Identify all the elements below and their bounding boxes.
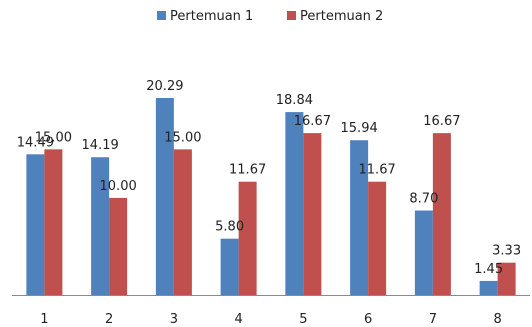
bar-1-6 xyxy=(350,140,369,295)
x-tick-6: 6 xyxy=(364,312,372,327)
data-label-1-1: 14.49 xyxy=(17,135,54,150)
data-label-2-1: 15.00 xyxy=(35,130,72,145)
bar-2-6 xyxy=(368,181,387,295)
x-tick-2: 2 xyxy=(105,312,113,327)
x-tick-5: 5 xyxy=(299,312,307,327)
bars-group xyxy=(26,98,516,295)
bar-1-7 xyxy=(414,210,433,295)
data-label-1-2: 14.19 xyxy=(82,138,119,153)
data-label-1-7: 8.70 xyxy=(409,192,438,207)
data-label-2-2: 10.00 xyxy=(100,179,137,194)
data-label-1-5: 18.84 xyxy=(276,93,313,108)
bar-2-5 xyxy=(303,133,322,295)
data-label-1-4: 5.80 xyxy=(215,220,244,235)
x-tick-4: 4 xyxy=(234,312,242,327)
data-label-1-3: 20.29 xyxy=(146,79,183,94)
bar-1-8 xyxy=(479,280,498,295)
bar-2-1 xyxy=(44,149,63,295)
x-tick-labels: 1 2 3 4 5 6 7 8 xyxy=(40,312,502,327)
data-label-2-8: 3.33 xyxy=(492,244,521,259)
bar-1-1 xyxy=(26,154,45,295)
data-label-2-5: 16.67 xyxy=(294,114,331,129)
data-labels-group: 14.4915.0014.1910.0020.2915.005.8011.671… xyxy=(17,79,521,277)
legend-swatch-2 xyxy=(287,11,296,20)
legend-label-2: Pertemuan 2 xyxy=(300,9,383,24)
data-label-2-7: 16.67 xyxy=(423,114,460,129)
bar-2-4 xyxy=(238,181,257,295)
bar-1-2 xyxy=(91,157,110,295)
bar-2-7 xyxy=(432,133,451,295)
x-tick-1: 1 xyxy=(40,312,48,327)
bar-1-4 xyxy=(220,238,239,295)
data-label-1-6: 15.94 xyxy=(341,121,378,136)
bar-2-3 xyxy=(173,149,192,295)
legend-label-1: Pertemuan 1 xyxy=(170,9,253,24)
bar-2-2 xyxy=(109,197,128,295)
data-label-1-8: 1.45 xyxy=(474,262,503,277)
x-tick-7: 7 xyxy=(429,312,437,327)
bar-1-5 xyxy=(285,112,304,295)
data-label-2-6: 11.67 xyxy=(359,163,396,178)
x-tick-8: 8 xyxy=(493,312,501,327)
legend: Pertemuan 1 Pertemuan 2 xyxy=(157,9,383,24)
x-tick-3: 3 xyxy=(170,312,178,327)
bar-2-8 xyxy=(497,262,516,295)
legend-swatch-1 xyxy=(157,11,166,20)
data-label-2-3: 15.00 xyxy=(164,130,201,145)
bar-1-3 xyxy=(155,98,174,295)
data-label-2-4: 11.67 xyxy=(229,163,266,178)
